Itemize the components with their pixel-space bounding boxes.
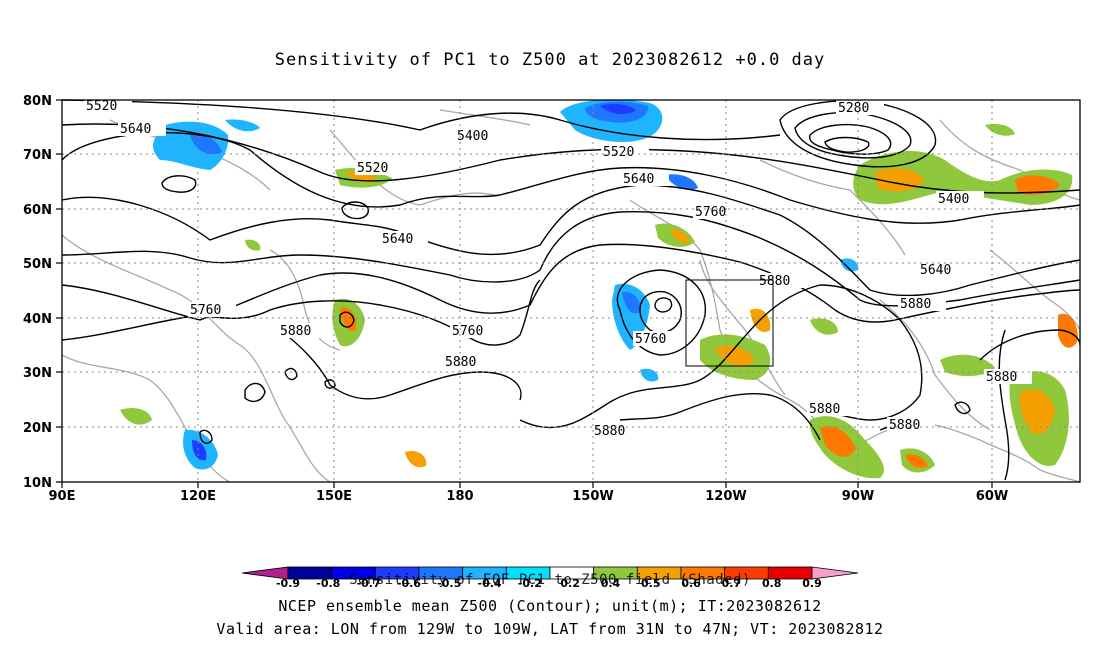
contour-label: 5520 (603, 145, 634, 160)
contour-label: 5400 (938, 192, 969, 207)
contour-label: 5280 (838, 101, 869, 116)
lat-label: 20N (23, 421, 52, 436)
lon-label: 90W (842, 489, 874, 504)
lon-label: 60W (976, 489, 1008, 504)
colorbar-high-arrow (811, 566, 859, 580)
lat-label: 40N (23, 312, 52, 327)
colorbar-tick-label: -0.5 (437, 577, 461, 590)
lat-label: 80N (23, 94, 52, 109)
lat-label: 10N (23, 476, 52, 491)
lat-label: 50N (23, 257, 52, 272)
contour-label: 5520 (86, 99, 117, 114)
valid-area-box (685, 279, 774, 367)
contour-label: 5760 (190, 303, 221, 318)
colorbar-tick-label: 0.8 (762, 577, 782, 590)
lat-label: 70N (23, 148, 52, 163)
lat-lon-grid (62, 100, 1080, 482)
lon-label: 120E (180, 489, 216, 504)
contour-label: 5880 (809, 402, 840, 417)
lon-label: 120W (705, 489, 746, 504)
contour-labels: 5520 5640 5400 5520 5280 5520 5640 5760 … (84, 98, 1032, 439)
lat-label: 30N (23, 366, 52, 381)
footer-line-2: NCEP ensemble mean Z500 (Contour); unit(… (278, 597, 822, 615)
latitude-labels: 80N 70N 60N 50N 40N 30N 20N 10N (23, 94, 52, 491)
colorbar: -0.9 -0.8 -0.7 -0.6 -0.5 -0.4 -0.2 0.2 0.4 0.5 0.6… (241, 566, 859, 590)
map-frame (61, 99, 1081, 483)
colorbar-tick-label: 0.4 (601, 577, 621, 590)
lon-label: 90E (49, 489, 76, 504)
contour-label: 5640 (920, 263, 951, 278)
colorbar-tick-label: -0.6 (397, 577, 421, 590)
contour-label: 5760 (695, 205, 726, 220)
contour-label: 5880 (759, 274, 790, 289)
contour-label: 5880 (889, 418, 920, 433)
lon-label: 150W (572, 489, 613, 504)
colorbar-tick-label: 0.7 (722, 577, 742, 590)
contour-label: 5640 (623, 172, 654, 187)
colorbar-tick-label: 0.9 (802, 577, 822, 590)
contour-label: 5400 (457, 129, 488, 144)
contour-label: 5760 (635, 332, 666, 347)
longitude-labels: 90E 120E 150E 180 150W 120W 90W 60W (49, 489, 1009, 504)
contour-label: 5880 (594, 424, 625, 439)
axis-ticks (56, 99, 993, 488)
colorbar-tick-label: 0.6 (681, 577, 701, 590)
contour-label: 5880 (986, 370, 1017, 385)
colorbar-tick-label: -0.4 (478, 577, 502, 590)
contour-label: 5640 (120, 122, 151, 137)
z500-contours (61, 99, 1081, 481)
colorbar-tick-label: -0.2 (518, 577, 542, 590)
contour-label: 5640 (382, 232, 413, 247)
contour-label: 5880 (280, 324, 311, 339)
colorbar-tick-label: 0.2 (560, 577, 580, 590)
footer-line-1: Sensitivity of EOF PC1 to Z500 field (Sh… (349, 572, 751, 588)
contour-label: 5880 (900, 297, 931, 312)
contour-label: 5520 (357, 161, 388, 176)
colorbar-tick-label: -0.7 (357, 577, 381, 590)
shading-negative (153, 99, 859, 470)
lat-label: 60N (23, 203, 52, 218)
colorbar-tick-label: 0.5 (641, 577, 661, 590)
colorbar-tick-label: -0.9 (276, 577, 300, 590)
lon-label: 180 (446, 489, 473, 504)
colorbar-tick-label: -0.8 (316, 577, 340, 590)
map-title: Sensitivity of PC1 to Z500 at 2023082612… (274, 50, 826, 70)
contour-label: 5880 (445, 355, 476, 370)
lon-label: 150E (316, 489, 352, 504)
footer-line-3: Valid area: LON from 129W to 109W, LAT f… (216, 620, 884, 638)
contour-label: 5760 (452, 324, 483, 339)
